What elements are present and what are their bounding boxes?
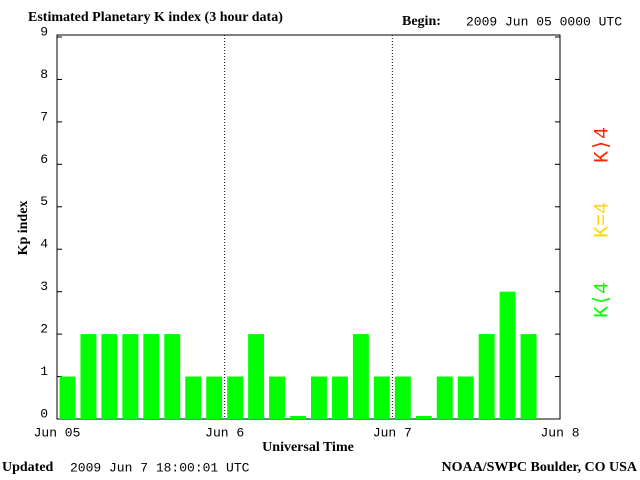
y-tick-label: 7 xyxy=(40,109,48,124)
bar xyxy=(311,376,327,419)
x-tick-label: Jun 6 xyxy=(205,425,244,440)
y-tick-label: 2 xyxy=(40,322,48,337)
bar xyxy=(59,376,76,419)
y-tick-label: 4 xyxy=(40,237,48,252)
source: NOAA/SWPC Boulder, CO USA xyxy=(441,460,637,475)
bar xyxy=(457,376,474,419)
bar xyxy=(373,376,390,419)
bar xyxy=(164,334,181,419)
bar xyxy=(143,334,160,419)
y-tick-label: 9 xyxy=(40,24,48,39)
y-tick-label: 1 xyxy=(40,364,48,379)
y-tick-label: 5 xyxy=(40,194,48,209)
bar xyxy=(436,376,453,419)
bar xyxy=(80,334,97,419)
bar xyxy=(227,376,244,419)
y-axis-label: Kp index xyxy=(16,201,31,256)
updated-label: Updated xyxy=(2,460,54,475)
y-tick-label: 8 xyxy=(40,67,48,82)
y-tick-label: 3 xyxy=(40,279,48,294)
legend-entry: K=4 xyxy=(591,202,614,238)
y-tick-label: 0 xyxy=(40,406,48,421)
bar xyxy=(185,376,202,419)
bar xyxy=(520,334,537,419)
bar xyxy=(499,291,516,419)
x-axis-label: Universal Time xyxy=(262,440,354,455)
x-tick-label: Jun 05 xyxy=(34,425,81,440)
x-tick-label: Jun 7 xyxy=(373,425,412,440)
begin-date: 2009 Jun 05 0000 UTC xyxy=(466,14,622,29)
bar xyxy=(331,376,348,419)
x-tick-label: Jun 8 xyxy=(540,425,579,440)
bar xyxy=(352,334,369,419)
bar xyxy=(269,376,286,419)
legend-entry: K⟨4 xyxy=(591,282,614,318)
bar xyxy=(394,376,411,419)
bar xyxy=(248,334,265,419)
bar xyxy=(101,334,118,419)
bar xyxy=(122,334,139,419)
updated-date: 2009 Jun 7 18:00:01 UTC xyxy=(70,460,250,475)
plot-frame xyxy=(56,34,561,420)
y-tick-label: 6 xyxy=(40,152,48,167)
bar xyxy=(290,416,306,419)
chart-title: Estimated Planetary K index (3 hour data… xyxy=(28,10,283,25)
begin-label: Begin: xyxy=(402,14,441,29)
bar xyxy=(415,416,432,419)
legend-entry: K⟩4 xyxy=(591,127,614,163)
bar xyxy=(478,334,495,419)
bar xyxy=(206,376,223,419)
